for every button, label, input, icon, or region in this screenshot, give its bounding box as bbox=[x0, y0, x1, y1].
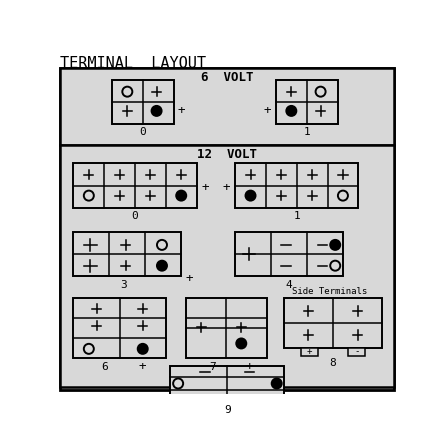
Bar bbox=[60, 145, 394, 387]
Circle shape bbox=[194, 425, 205, 435]
Text: TERMINAL  LAYOUT: TERMINAL LAYOUT bbox=[60, 56, 206, 71]
Circle shape bbox=[338, 190, 348, 201]
Text: +: + bbox=[264, 105, 271, 117]
Bar bbox=[300, 348, 318, 356]
Bar bbox=[74, 298, 166, 358]
Bar bbox=[171, 366, 284, 402]
Circle shape bbox=[157, 240, 167, 250]
Text: -: - bbox=[354, 347, 359, 357]
Text: 0: 0 bbox=[132, 211, 138, 222]
Text: +: + bbox=[185, 272, 193, 285]
Bar bbox=[348, 348, 365, 356]
Text: Side Terminals: Side Terminals bbox=[292, 288, 367, 296]
Circle shape bbox=[173, 378, 183, 389]
Circle shape bbox=[272, 378, 282, 389]
Circle shape bbox=[84, 190, 94, 201]
Bar bbox=[74, 232, 181, 276]
Text: 1: 1 bbox=[293, 211, 300, 222]
Bar bbox=[235, 232, 343, 276]
Text: 6: 6 bbox=[101, 361, 108, 372]
Circle shape bbox=[138, 344, 148, 354]
Text: 4: 4 bbox=[286, 280, 292, 290]
Circle shape bbox=[152, 106, 162, 116]
Bar bbox=[60, 68, 394, 145]
Text: 7: 7 bbox=[210, 361, 216, 372]
Text: 9: 9 bbox=[224, 405, 231, 416]
Bar bbox=[276, 80, 338, 124]
Circle shape bbox=[286, 106, 296, 116]
Circle shape bbox=[330, 260, 340, 271]
Text: 1: 1 bbox=[303, 127, 310, 137]
Text: 0: 0 bbox=[140, 127, 146, 137]
Bar bbox=[284, 298, 382, 348]
Circle shape bbox=[245, 190, 256, 201]
Text: +: + bbox=[201, 181, 209, 194]
Circle shape bbox=[315, 87, 326, 97]
Circle shape bbox=[330, 240, 340, 250]
Text: +: + bbox=[307, 347, 312, 357]
Circle shape bbox=[236, 338, 246, 349]
Text: 8: 8 bbox=[330, 358, 336, 369]
Text: +: + bbox=[139, 360, 147, 373]
Text: +: + bbox=[245, 360, 253, 373]
Text: 12  VOLT: 12 VOLT bbox=[198, 148, 257, 160]
Circle shape bbox=[84, 344, 94, 354]
Bar bbox=[74, 163, 197, 208]
Bar bbox=[235, 163, 358, 208]
Circle shape bbox=[157, 260, 167, 271]
Text: +: + bbox=[223, 181, 230, 194]
Circle shape bbox=[122, 87, 132, 97]
Circle shape bbox=[176, 190, 186, 201]
Bar bbox=[112, 80, 174, 124]
Bar bbox=[186, 298, 267, 358]
Text: +: + bbox=[178, 105, 185, 117]
Text: 6  VOLT: 6 VOLT bbox=[201, 71, 254, 84]
Text: 3: 3 bbox=[120, 280, 127, 290]
